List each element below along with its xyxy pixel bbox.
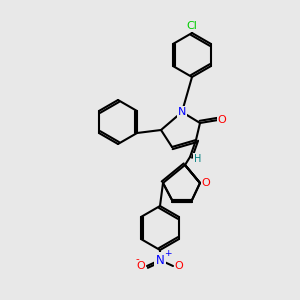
Text: O: O — [202, 178, 210, 188]
Text: +: + — [164, 249, 172, 258]
Text: -: - — [135, 254, 139, 264]
Text: Cl: Cl — [187, 21, 197, 31]
Text: H: H — [194, 154, 202, 164]
Text: N: N — [178, 107, 186, 117]
Text: N: N — [156, 254, 164, 266]
Text: O: O — [175, 261, 183, 271]
Text: O: O — [218, 115, 226, 125]
Text: O: O — [136, 261, 146, 271]
